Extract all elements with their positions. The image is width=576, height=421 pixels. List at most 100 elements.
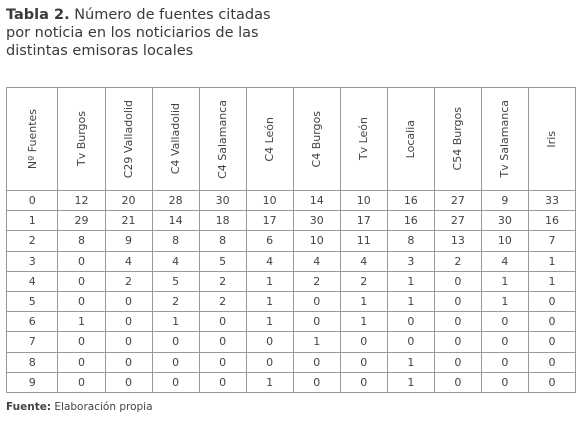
table-cell: 4: [245, 250, 294, 272]
table-cell: 21: [104, 210, 153, 232]
table-cell: 0: [104, 351, 153, 373]
table-cell: 16: [386, 189, 435, 212]
column-header: Tv Burgos: [57, 87, 106, 191]
table-cell: 27: [433, 189, 482, 212]
table-cell: 16: [386, 210, 435, 232]
table-cell: 1: [339, 311, 388, 333]
table-title: Tabla 2. Número de fuentes citadas por n…: [6, 6, 276, 60]
table-cell: 4: [292, 250, 341, 272]
table-cell: 10: [292, 230, 341, 252]
table-cell: 0: [433, 311, 482, 333]
row-label: 3: [5, 250, 59, 272]
table-cell: 1: [292, 331, 341, 353]
table-cell: 1: [480, 270, 529, 292]
table-cell: 9: [480, 189, 529, 212]
table-row: 1 29 21 14 18 17 30 17 16 27 30 16: [5, 210, 576, 232]
table-cell: 0: [527, 331, 576, 353]
table-cell: 30: [198, 189, 247, 212]
table-cell: 8: [198, 230, 247, 252]
header-text: Tv León: [357, 117, 371, 161]
column-header: Localia: [386, 87, 435, 191]
footer-label: Fuente:: [6, 401, 52, 413]
table-cell: 33: [527, 189, 576, 212]
table-cell: 0: [433, 371, 482, 393]
table-cell: 1: [245, 371, 294, 393]
table-cell: 10: [245, 189, 294, 212]
column-header: Iris: [527, 87, 576, 191]
header-text: C4 Burgos: [310, 110, 324, 168]
table-cell: 5: [151, 270, 200, 292]
column-header: C4 Burgos: [292, 87, 341, 191]
row-label: 6: [5, 311, 59, 333]
header-text: Iris: [545, 130, 559, 148]
table-cell: 0: [104, 311, 153, 333]
table-cell: 4: [480, 250, 529, 272]
header-text: Tv Burgos: [74, 111, 88, 167]
header-text: C29 Valladolid: [122, 99, 136, 179]
column-header: C4 Valladolid: [151, 87, 200, 191]
table-cell: 2: [104, 270, 153, 292]
table-cell: 7: [527, 230, 576, 252]
table-cell: 13: [433, 230, 482, 252]
table-cell: 0: [339, 351, 388, 373]
table-cell: 0: [245, 351, 294, 373]
table-cell: 8: [151, 230, 200, 252]
table-cell: 2: [198, 270, 247, 292]
table-cell: 16: [527, 210, 576, 232]
table-cell: 1: [57, 311, 106, 333]
table-cell: 20: [104, 189, 153, 212]
table-cell: 0: [480, 371, 529, 393]
row-label: 8: [5, 351, 59, 373]
row-label: 9: [5, 371, 59, 393]
table-cell: 0: [433, 270, 482, 292]
table-cell: 14: [151, 210, 200, 232]
row-label: 5: [5, 290, 59, 313]
table-cell: 1: [386, 270, 435, 292]
column-header: Tv Salamanca: [480, 87, 529, 191]
table-cell: 9: [104, 230, 153, 252]
table-cell: 5: [198, 250, 247, 272]
table-cell: 18: [198, 210, 247, 232]
table-cell: 30: [480, 210, 529, 232]
row-label: 2: [5, 230, 59, 252]
table-cell: 0: [480, 311, 529, 333]
table-cell: 0: [198, 371, 247, 393]
header-text: C4 León: [263, 116, 277, 162]
table-cell: 3: [386, 250, 435, 272]
table-cell: 14: [292, 189, 341, 212]
table-cell: 0: [151, 331, 200, 353]
column-header: Tv León: [339, 87, 388, 191]
column-header: C4 León: [245, 87, 294, 191]
table-cell: 0: [57, 371, 106, 393]
table-cell: 0: [386, 311, 435, 333]
table-cell: 0: [151, 351, 200, 373]
table-cell: 1: [245, 311, 294, 333]
table-cell: 1: [386, 371, 435, 393]
table-cell: 0: [292, 311, 341, 333]
table-cell: 28: [151, 189, 200, 212]
table-cell: 0: [527, 311, 576, 333]
table-row: 0 12 20 28 30 10 14 10 16 27 9 33: [5, 189, 576, 212]
header-row: Nº Fuentes Tv Burgos C29 Valladolid C4 Vall…: [5, 87, 576, 191]
table-cell: 1: [527, 250, 576, 272]
table-cell: 0: [527, 290, 576, 313]
table-cell: 1: [245, 290, 294, 313]
table-cell: 0: [198, 331, 247, 353]
table-cell: 10: [339, 189, 388, 212]
row-label: 4: [5, 270, 59, 292]
table-cell: 0: [151, 371, 200, 393]
table-cell: 2: [198, 290, 247, 313]
table-cell: 27: [433, 210, 482, 232]
column-header: C29 Valladolid: [104, 87, 153, 191]
table-cell: 0: [57, 270, 106, 292]
table-cell: 1: [480, 290, 529, 313]
table-cell: 2: [151, 290, 200, 313]
header-text: Tv Salamanca: [498, 100, 512, 178]
table-cell: 2: [339, 270, 388, 292]
table-cell: 1: [527, 270, 576, 292]
header-text: Nº Fuentes: [25, 108, 39, 170]
table-cell: 17: [339, 210, 388, 232]
